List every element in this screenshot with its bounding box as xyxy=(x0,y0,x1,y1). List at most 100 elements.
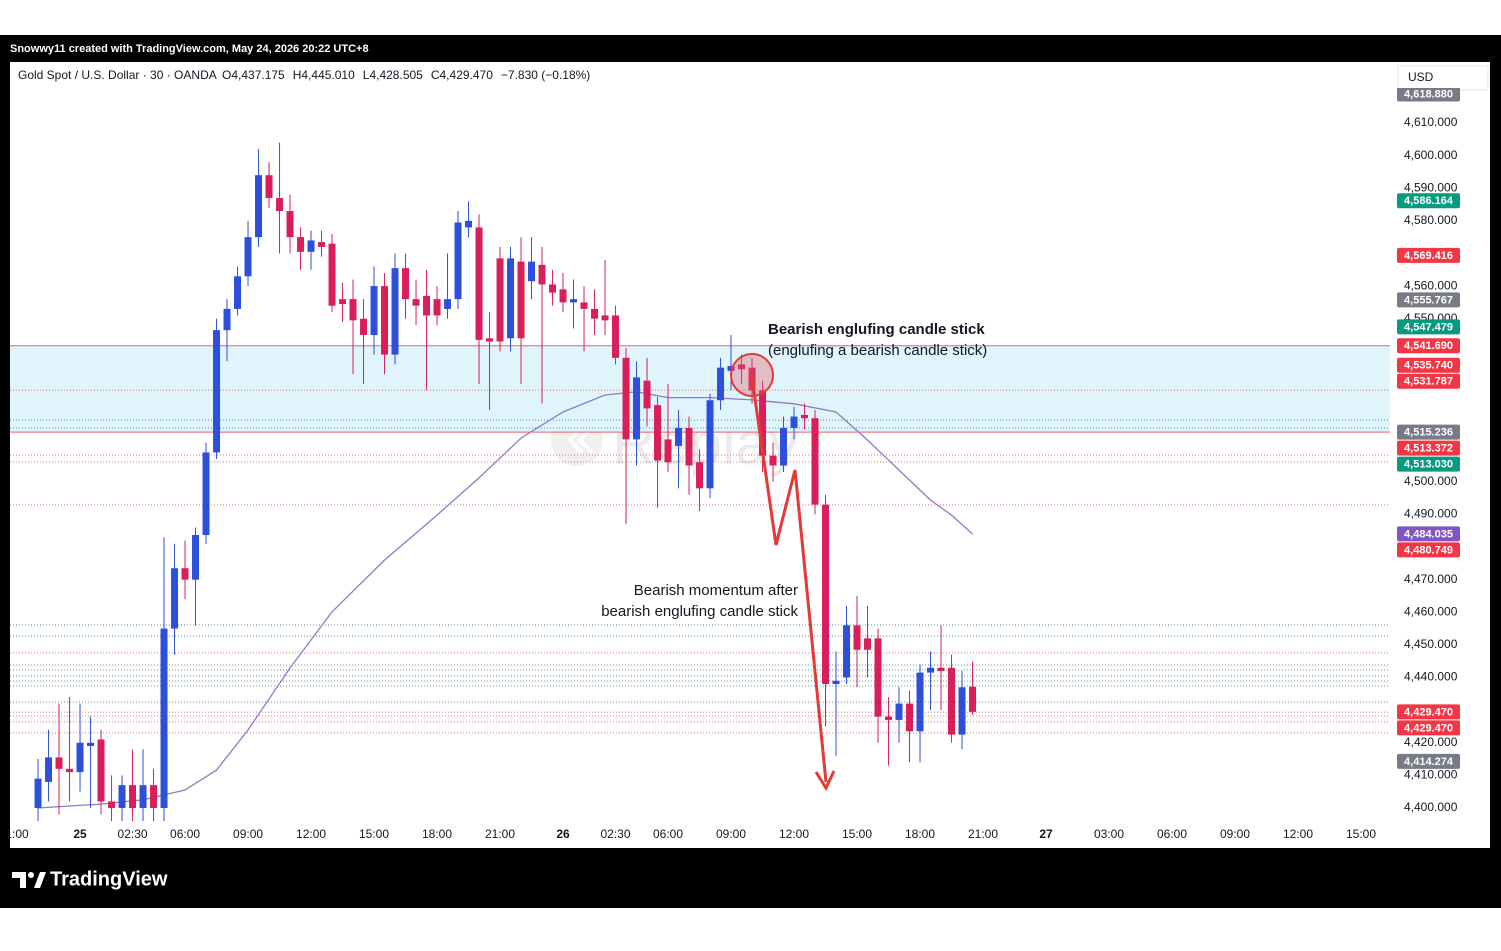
brand: TradingView xyxy=(50,868,168,890)
candle-body xyxy=(160,628,168,808)
x-tick-label: 15:00 xyxy=(1346,827,1376,841)
candle-body xyxy=(517,261,525,339)
candle-body xyxy=(612,315,620,358)
y-tick-label: 4,610.000 xyxy=(1404,115,1458,129)
candle-body xyxy=(801,414,809,419)
candle-body xyxy=(580,302,588,309)
arrow xyxy=(750,377,828,783)
candle-body xyxy=(255,175,263,238)
arrow-head xyxy=(814,770,836,792)
candle-body xyxy=(601,315,609,321)
x-tick-label: 06:00 xyxy=(1157,827,1187,841)
candle-body xyxy=(297,237,305,252)
currency[interactable]: USD xyxy=(1408,70,1434,84)
candle-body xyxy=(360,318,368,336)
price-label: 4,547.479 xyxy=(1404,321,1453,333)
candle-body xyxy=(780,427,788,466)
price-label: 4,480.749 xyxy=(1404,544,1453,556)
x-tick-label: 27 xyxy=(1039,827,1053,841)
price-label: 4,513.030 xyxy=(1404,459,1453,471)
candle-body xyxy=(444,299,452,309)
zone xyxy=(10,345,1390,433)
x-tick-label: 21:00 xyxy=(968,827,998,841)
candle-body xyxy=(948,667,956,735)
x-tick-label: 25 xyxy=(73,827,87,841)
ohlc-value: O4,437.175 xyxy=(222,68,285,82)
price-label: 4,535.740 xyxy=(1404,360,1453,372)
candle-body xyxy=(318,242,326,247)
candle-body xyxy=(213,330,221,453)
candle-body xyxy=(496,258,504,342)
candle-body xyxy=(34,778,42,808)
candle-body xyxy=(129,785,137,808)
y-tick-label: 4,600.000 xyxy=(1404,148,1458,162)
price-label-box xyxy=(1397,440,1460,456)
candle-body xyxy=(118,785,126,808)
x-tick-label: 1:00 xyxy=(5,827,29,841)
y-tick-label: 4,580.000 xyxy=(1404,213,1458,227)
candle-body xyxy=(916,672,924,732)
header: Snowwy11 created with TradingView.com, M… xyxy=(10,43,369,55)
candle-body xyxy=(66,768,74,773)
candle-body xyxy=(202,452,210,535)
candle-body xyxy=(853,625,861,650)
price-label-box xyxy=(1397,456,1460,472)
price-label-box xyxy=(1397,542,1460,558)
candle-body xyxy=(307,240,315,252)
candle-body xyxy=(412,299,420,306)
price-label: 4,586.164 xyxy=(1404,195,1454,207)
candle-body xyxy=(843,625,851,678)
logo-part xyxy=(34,872,46,888)
legend: Gold Spot / U.S. Dollar · 30 · OANDA O4,… xyxy=(18,68,590,82)
price-label-box xyxy=(1397,424,1460,440)
brand-logo: TradingView xyxy=(12,868,168,890)
candle-body xyxy=(171,568,179,629)
price-label: 4,515.236 xyxy=(1404,427,1453,439)
candle-body xyxy=(927,667,935,673)
x-tick-label: 15:00 xyxy=(842,827,872,841)
candle-body xyxy=(675,427,683,446)
y-tick-label: 4,590.000 xyxy=(1404,180,1458,194)
candle-body xyxy=(706,400,714,489)
x-tick-label: 26 xyxy=(556,827,570,841)
candle-body xyxy=(549,284,557,293)
x-tick-label: 15:00 xyxy=(359,827,389,841)
y-tick-label: 4,470.000 xyxy=(1404,572,1458,586)
price-label-box xyxy=(1397,526,1460,542)
candle-body xyxy=(265,175,273,199)
candle-body xyxy=(234,276,242,309)
x-tick-label: 03:00 xyxy=(1094,827,1124,841)
candle-body xyxy=(885,716,893,720)
price-label: 4,513.372 xyxy=(1404,443,1453,455)
candle-body xyxy=(150,785,158,808)
candle-body xyxy=(738,364,746,370)
y-tick-label: 4,400.000 xyxy=(1404,800,1458,814)
candle-body xyxy=(696,462,704,489)
candle-body xyxy=(507,258,515,339)
candle-body xyxy=(244,237,252,277)
ohlc-value: H4,445.010 xyxy=(293,68,355,82)
candle-body xyxy=(790,416,798,428)
candle-body xyxy=(423,295,431,316)
price-label-box xyxy=(1397,88,1460,102)
candle-body xyxy=(811,418,819,505)
x-tick-label: 12:00 xyxy=(779,827,809,841)
x-tick-label: 18:00 xyxy=(905,827,935,841)
plot xyxy=(10,142,1390,822)
logo-part xyxy=(12,872,26,888)
candle-body xyxy=(465,220,473,228)
price-labels: 4,618.880 4,586.164 4,569.416 4,555.767 4,54… xyxy=(1397,88,1460,769)
x-tick-label: 09:00 xyxy=(716,827,746,841)
price-label: 4,618.880 xyxy=(1404,88,1453,100)
candle-body xyxy=(87,742,95,746)
x-tick-label: 12:00 xyxy=(296,827,326,841)
candle-body xyxy=(108,801,116,808)
price-label: 4,484.035 xyxy=(1404,528,1453,540)
candle-body xyxy=(937,667,945,671)
candle-body xyxy=(192,534,200,580)
candle-body xyxy=(538,264,546,285)
overlay: Bearish englufing candle stick (englufin… xyxy=(601,321,987,792)
price-label-box xyxy=(1397,247,1460,263)
price-label: 4,555.767 xyxy=(1404,294,1453,306)
